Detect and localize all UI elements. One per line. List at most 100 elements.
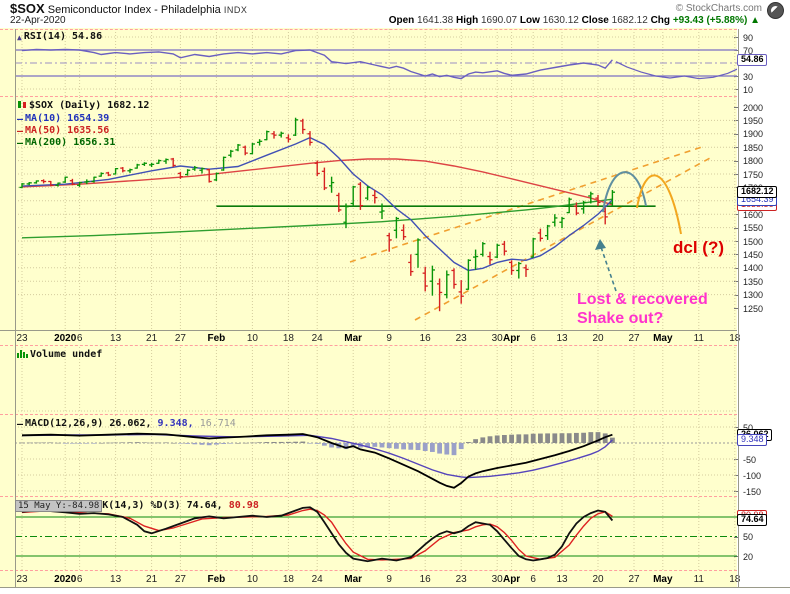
axis-label: 90 [743, 32, 754, 43]
close-label: Close [581, 15, 609, 26]
macd-histogram-bar [55, 442, 61, 444]
stockcharts-logo-icon [767, 2, 784, 19]
x-axis-tick-label: 16 [419, 333, 431, 344]
plot-background [0, 28, 737, 588]
ma50-legend: — MA(50) 1635.56 [17, 125, 109, 137]
x-axis-tick-label: 2020 [54, 333, 77, 344]
high-label: High [455, 15, 479, 26]
x-axis-tick-label: 10 [246, 333, 258, 344]
price-legend-text: $SOX (Daily) 1682.12 [29, 100, 150, 111]
macd-histogram-bar [163, 442, 169, 444]
panel-separator [0, 345, 737, 346]
close-value: 1682.12 [611, 15, 648, 26]
macd-histogram-bar [574, 432, 579, 443]
axis-label: 1400 [743, 263, 764, 274]
axis-tick [734, 147, 739, 149]
ohlc-bar [285, 134, 291, 143]
ohlc-bar [566, 197, 572, 214]
x-axis-tick-label: 23 [16, 574, 28, 585]
x-axis-tick-label: 20 [592, 574, 604, 585]
x-axis-tick-label: Feb [207, 574, 226, 585]
ohlc-bar [149, 162, 155, 168]
x-axis-tick-label: 11 [693, 574, 704, 585]
macd-line [21, 432, 613, 489]
axis-tick [734, 120, 739, 122]
macd-histogram-bar [408, 443, 414, 450]
ohlc-bar [523, 264, 529, 277]
ohlc-bar [321, 167, 327, 191]
axis-label: 1450 [743, 249, 764, 260]
low-label: Low [519, 15, 540, 26]
ohlc-bar [415, 238, 421, 268]
line-swatch-icon: — [17, 419, 24, 430]
ohlc-bar [379, 203, 385, 220]
axis-tick [734, 214, 739, 216]
macd-histogram-bar [502, 435, 507, 443]
macd-histogram-bar [91, 443, 97, 444]
axis-tick [734, 267, 739, 269]
ohlc-bar [105, 171, 111, 177]
axis-tick [734, 308, 739, 309]
x-axis-tick-label: 6 [530, 574, 536, 585]
x-axis-tick-label: 16 [419, 574, 431, 585]
chart-header: $SOX Semiconductor Index - Philadelphia … [0, 0, 790, 28]
ohlc-bar [537, 228, 543, 242]
ohlc-bar [228, 149, 234, 158]
stoch-d-value: 80.98 [228, 500, 259, 511]
ohlc-bar [401, 224, 407, 240]
macd-histogram-bar [70, 443, 75, 444]
ohlc-bar [588, 191, 594, 204]
ohlc-bar [559, 216, 565, 229]
macd-histogram-bar [516, 434, 522, 443]
macd-histogram-bar [451, 443, 457, 456]
macd-histogram-bar [271, 441, 277, 443]
x-axis-tick-label: May [653, 574, 673, 585]
arrow-head-annotation [595, 239, 606, 250]
x-axis-tick-label: 27 [174, 333, 186, 344]
macd-histogram-bar [394, 443, 399, 449]
macd-histogram-bar [26, 442, 32, 444]
x-axis-tick-label: 9 [386, 333, 392, 344]
candlestick-icon [18, 101, 26, 108]
x-axis-tick-label: 9 [386, 574, 392, 585]
macd-histogram-bar [307, 443, 313, 444]
x-axis-tick-label: 18 [729, 333, 741, 344]
macd-histogram-bar [41, 442, 46, 444]
axis-tick [734, 89, 739, 90]
macd-histogram-bar [77, 443, 82, 444]
ohlc-bar [314, 160, 320, 177]
price-legend-title: $SOX (Daily) 1682.12 [17, 100, 149, 111]
ohlc-bar [343, 203, 349, 229]
macd-histogram-bar [422, 443, 428, 451]
annotation-text: dcl (?) [673, 238, 724, 257]
x-axis-tick-label: 6 [76, 333, 83, 344]
axis-label: 1350 [743, 276, 764, 287]
channel-line-annotation [414, 157, 711, 321]
macd-histogram-bar [170, 442, 176, 444]
axis-label: -100 [743, 470, 762, 481]
ohlc-bar [213, 172, 219, 181]
volume-bars-icon [17, 350, 28, 358]
volume-label-text: Volume undef [30, 349, 103, 360]
axis-label: 1850 [743, 142, 764, 153]
axis-tick [734, 107, 739, 108]
macd-plot [15, 415, 737, 496]
macd-histogram-bar [134, 442, 140, 443]
ohlc-bar [552, 214, 558, 227]
panel-separator [0, 96, 737, 97]
axis-tick [734, 174, 739, 175]
channel-line-annotation [349, 145, 706, 263]
macd-histogram-bar [530, 433, 536, 443]
axis-baseline [0, 330, 737, 331]
axis-tick [734, 475, 739, 476]
ohlc-bar [235, 143, 241, 152]
macd-histogram-bar [552, 433, 558, 443]
axis-tick [734, 254, 739, 256]
ohlc-bar [221, 156, 227, 171]
current-value-box: 1682.12 [737, 186, 777, 199]
ohlc-bar [609, 190, 615, 207]
macd-histogram-bar [430, 443, 435, 452]
x-axis-tick-label: 18 [729, 574, 741, 585]
macd-histogram-bar [487, 436, 493, 443]
ohlc-bar [163, 158, 169, 164]
